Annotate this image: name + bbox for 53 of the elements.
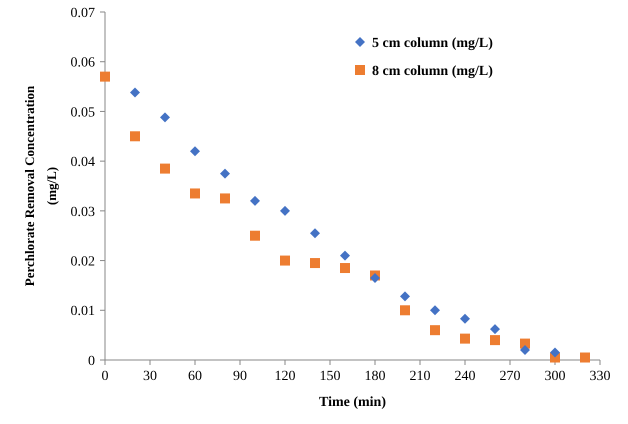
y-tick-label: 0.02 <box>70 254 95 270</box>
point <box>400 291 410 302</box>
x-tick-label: 60 <box>188 369 202 384</box>
point <box>160 112 170 122</box>
x-tick-label: 210 <box>410 369 430 384</box>
point <box>460 314 470 324</box>
legend-label: 8 cm column (mg/L) <box>372 64 494 79</box>
point <box>100 72 110 82</box>
point <box>190 188 200 198</box>
y-tick-label: 0.05 <box>70 105 95 120</box>
point <box>550 348 560 358</box>
point <box>340 250 350 261</box>
x-tick-label: 180 <box>364 369 386 384</box>
point <box>280 206 290 216</box>
x-tick-label: 0 <box>102 369 108 384</box>
point <box>250 230 260 241</box>
y-tick-label: 0.03 <box>70 204 95 220</box>
x-tick-label: 300 <box>544 369 566 384</box>
point <box>220 193 230 204</box>
point <box>400 305 410 316</box>
point <box>130 88 140 98</box>
y-tick-label: 0.01 <box>70 304 95 320</box>
point <box>220 168 230 179</box>
x-tick-label: 330 <box>590 369 610 384</box>
point <box>460 334 470 344</box>
point <box>310 228 320 238</box>
point <box>250 196 260 206</box>
point <box>160 164 170 174</box>
point <box>370 272 380 283</box>
y-tick-label: 0.07 <box>70 6 95 21</box>
y-tick-label: 0 <box>88 354 95 369</box>
point <box>580 352 590 363</box>
point <box>130 131 140 142</box>
point <box>280 256 290 266</box>
point <box>430 325 440 336</box>
x-tick-label: 240 <box>454 369 476 384</box>
point <box>190 146 200 156</box>
point <box>490 335 500 346</box>
point <box>520 345 530 356</box>
point <box>340 263 350 274</box>
x-tick-label: 270 <box>500 369 520 384</box>
x-axis-title: Time (min) <box>318 395 386 410</box>
point <box>310 258 320 268</box>
legend-label: 5 cm column (mg/L) <box>372 36 494 51</box>
point <box>430 305 440 316</box>
point <box>490 324 500 334</box>
x-tick-label: 90 <box>233 369 247 384</box>
x-tick-label: 120 <box>274 369 296 384</box>
x-tick-label: 30 <box>143 369 157 384</box>
y-tick-label: 0.06 <box>70 56 95 71</box>
y-tick-label: 0.04 <box>70 155 95 170</box>
y-axis-title: Perchlorate Removal Concentration (mg/L) <box>22 84 59 286</box>
x-tick-label: 150 <box>320 369 340 384</box>
